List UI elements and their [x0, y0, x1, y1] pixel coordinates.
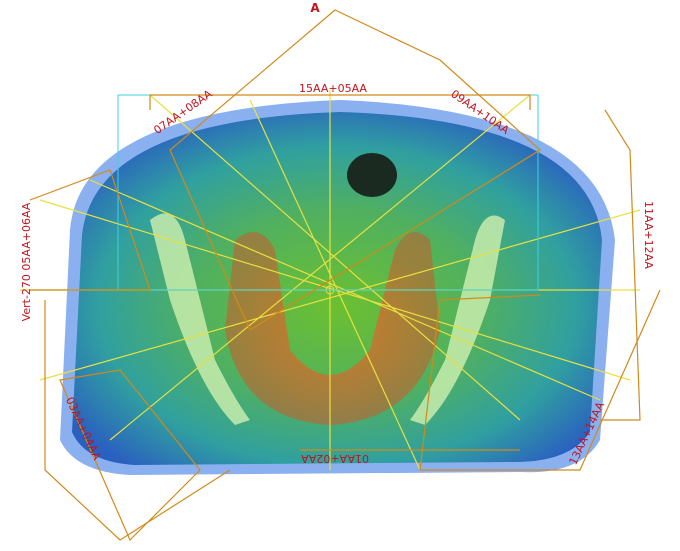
beam-label: 15AA+05AA [299, 82, 367, 95]
beam-label: 11AA+12AA [642, 201, 655, 269]
orientation-label: A [310, 1, 320, 15]
bone-right [410, 215, 505, 425]
beam-edge [59, 369, 201, 542]
beams [20, 9, 661, 542]
beam-edge [29, 169, 151, 291]
beam-label: 01AA+02AA [301, 452, 369, 465]
beam-edge [169, 9, 541, 331]
beam-edge [600, 109, 641, 421]
ray [149, 94, 521, 421]
beam-edge [149, 94, 531, 110]
air-pocket [347, 153, 397, 197]
beam-label: Vert-270 05AA+06AA [20, 202, 33, 321]
beam-edge [44, 300, 231, 541]
bone-left [150, 213, 250, 425]
beam-edge [419, 289, 661, 471]
anatomy [60, 100, 615, 475]
ray [249, 99, 421, 471]
ray [109, 94, 531, 441]
target-dose [225, 232, 440, 425]
